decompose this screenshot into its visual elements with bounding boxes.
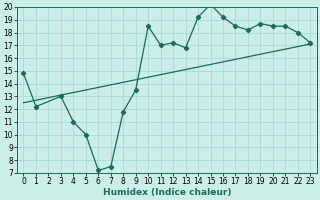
X-axis label: Humidex (Indice chaleur): Humidex (Indice chaleur) [103,188,231,197]
